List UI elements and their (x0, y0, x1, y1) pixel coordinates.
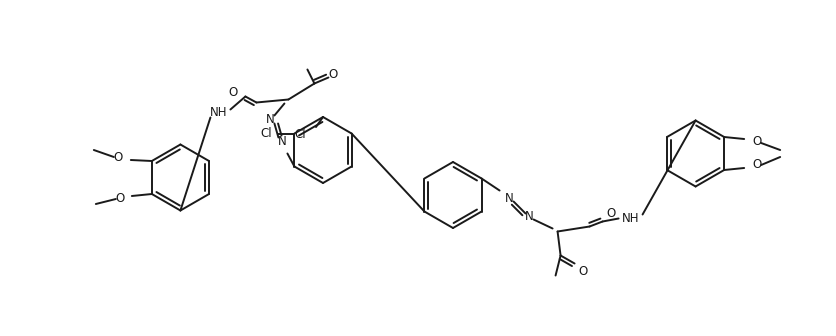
Text: Cl: Cl (293, 128, 305, 141)
Text: N: N (505, 192, 513, 205)
Text: O: O (329, 68, 338, 81)
Text: O: O (752, 135, 761, 149)
Text: N: N (524, 210, 533, 223)
Text: O: O (605, 207, 614, 220)
Text: O: O (113, 152, 122, 165)
Text: O: O (578, 265, 587, 278)
Text: O: O (752, 159, 761, 171)
Text: O: O (115, 193, 125, 206)
Text: O: O (228, 86, 237, 99)
Text: N: N (266, 113, 274, 126)
Text: N: N (278, 135, 287, 148)
Text: NH: NH (621, 212, 639, 225)
Text: NH: NH (210, 106, 227, 119)
Text: Cl: Cl (260, 127, 272, 140)
